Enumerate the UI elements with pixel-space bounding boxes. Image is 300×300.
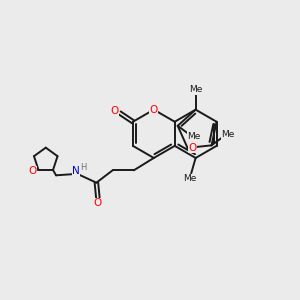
Text: N: N <box>72 167 80 176</box>
Text: H: H <box>80 163 86 172</box>
Text: O: O <box>28 166 36 176</box>
Text: O: O <box>150 105 158 115</box>
Text: O: O <box>94 198 102 208</box>
Text: Me: Me <box>189 85 202 94</box>
Text: O: O <box>189 143 197 153</box>
Text: Me: Me <box>183 174 196 183</box>
Text: O: O <box>110 106 118 116</box>
Text: Me: Me <box>221 130 235 139</box>
Text: Me: Me <box>188 132 201 141</box>
